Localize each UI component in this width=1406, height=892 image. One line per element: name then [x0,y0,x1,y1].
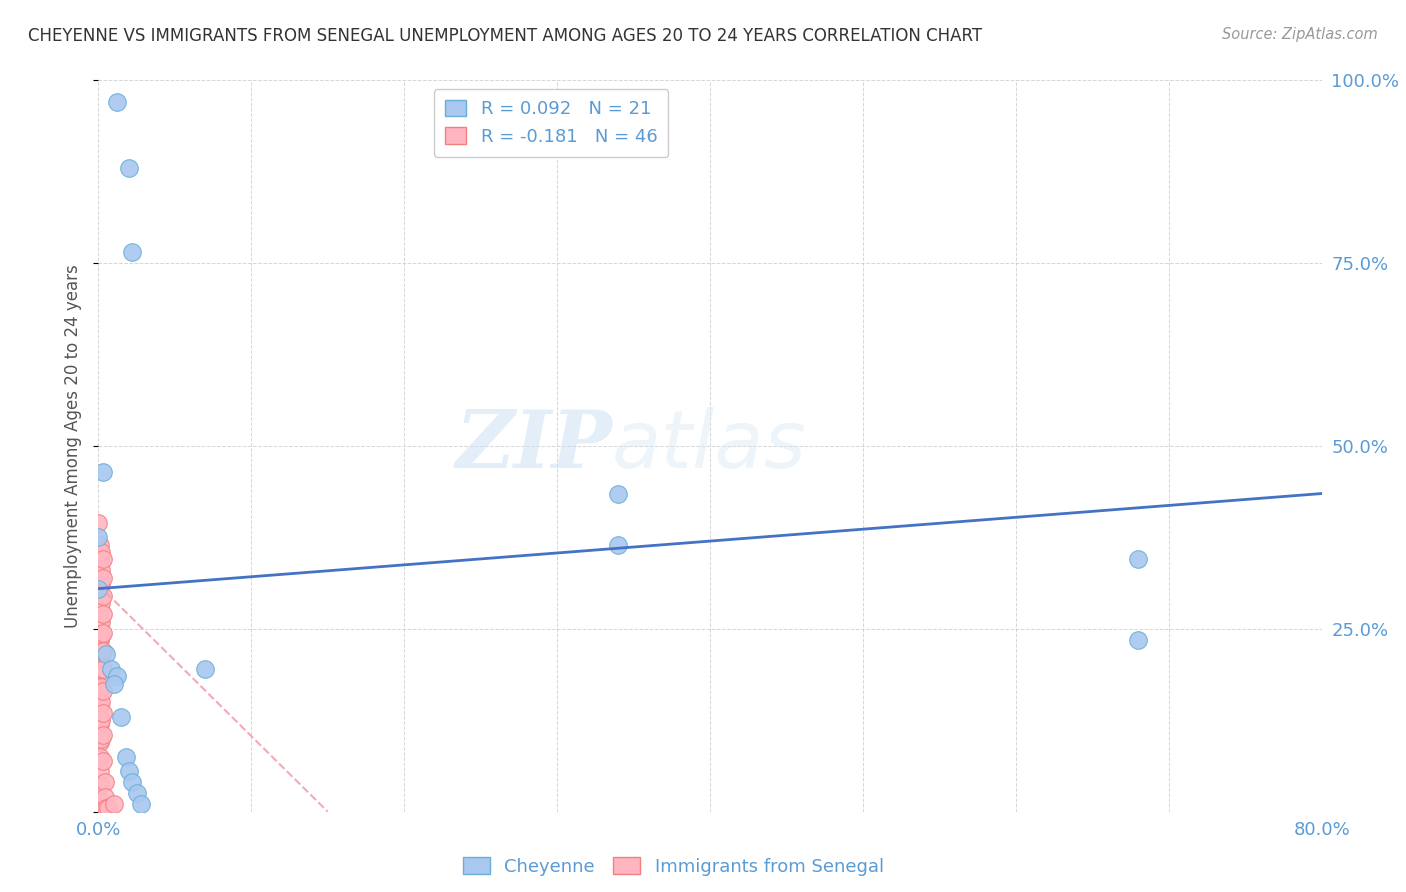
Point [118,161,141,175]
Point [121,775,143,789]
Point [91,552,114,566]
Text: ZIP: ZIP [456,408,612,484]
Point [91,754,114,768]
Point [97,801,120,815]
Point [129,797,152,812]
Point [87,530,110,544]
Point [89,571,111,585]
Point [91,625,114,640]
Point [125,787,148,801]
Point [90,545,112,559]
Point [607,486,630,500]
Point [87,516,110,530]
Point [105,95,128,110]
Point [90,714,112,728]
Text: Source: ZipAtlas.com: Source: ZipAtlas.com [1222,27,1378,42]
Point [89,669,111,683]
Point [105,669,128,683]
Text: atlas: atlas [612,407,807,485]
Point [89,717,111,731]
Point [91,728,114,742]
Legend: Cheyenne, Immigrants from Senegal: Cheyenne, Immigrants from Senegal [456,850,891,883]
Point [91,465,114,479]
Point [91,589,114,603]
Point [89,698,111,713]
Y-axis label: Unemployment Among Ages 20 to 24 years: Unemployment Among Ages 20 to 24 years [65,264,83,628]
Point [90,644,112,658]
Point [103,676,125,690]
Point [89,779,111,793]
Point [90,662,112,676]
Point [90,695,112,709]
Point [93,775,115,789]
Point [90,596,112,610]
Point [89,684,111,698]
Point [91,607,114,622]
Point [90,681,112,695]
Point [1128,632,1150,647]
Point [1128,552,1150,566]
Point [89,538,111,552]
Point [91,662,114,676]
Point [89,618,111,632]
Point [89,651,111,665]
Point [87,582,110,596]
Point [91,644,114,658]
Point [89,764,111,779]
Point [93,790,115,805]
Point [90,563,112,577]
Point [89,749,111,764]
Point [121,245,143,260]
Point [89,632,111,647]
Point [90,731,112,746]
Point [94,801,117,815]
Point [110,709,132,723]
Point [118,764,141,779]
Point [90,629,112,643]
Point [115,749,138,764]
Point [607,538,630,552]
Point [91,684,114,698]
Point [89,552,111,566]
Point [89,735,111,749]
Point [90,615,112,629]
Point [89,603,111,617]
Text: CHEYENNE VS IMMIGRANTS FROM SENEGAL UNEMPLOYMENT AMONG AGES 20 TO 24 YEARS CORRE: CHEYENNE VS IMMIGRANTS FROM SENEGAL UNEM… [28,27,983,45]
Point [90,578,112,592]
Point [89,794,111,808]
Point [91,706,114,720]
Point [103,797,125,812]
Point [89,589,111,603]
Point [91,571,114,585]
Point [100,662,122,676]
Point [94,648,117,662]
Point [194,662,217,676]
